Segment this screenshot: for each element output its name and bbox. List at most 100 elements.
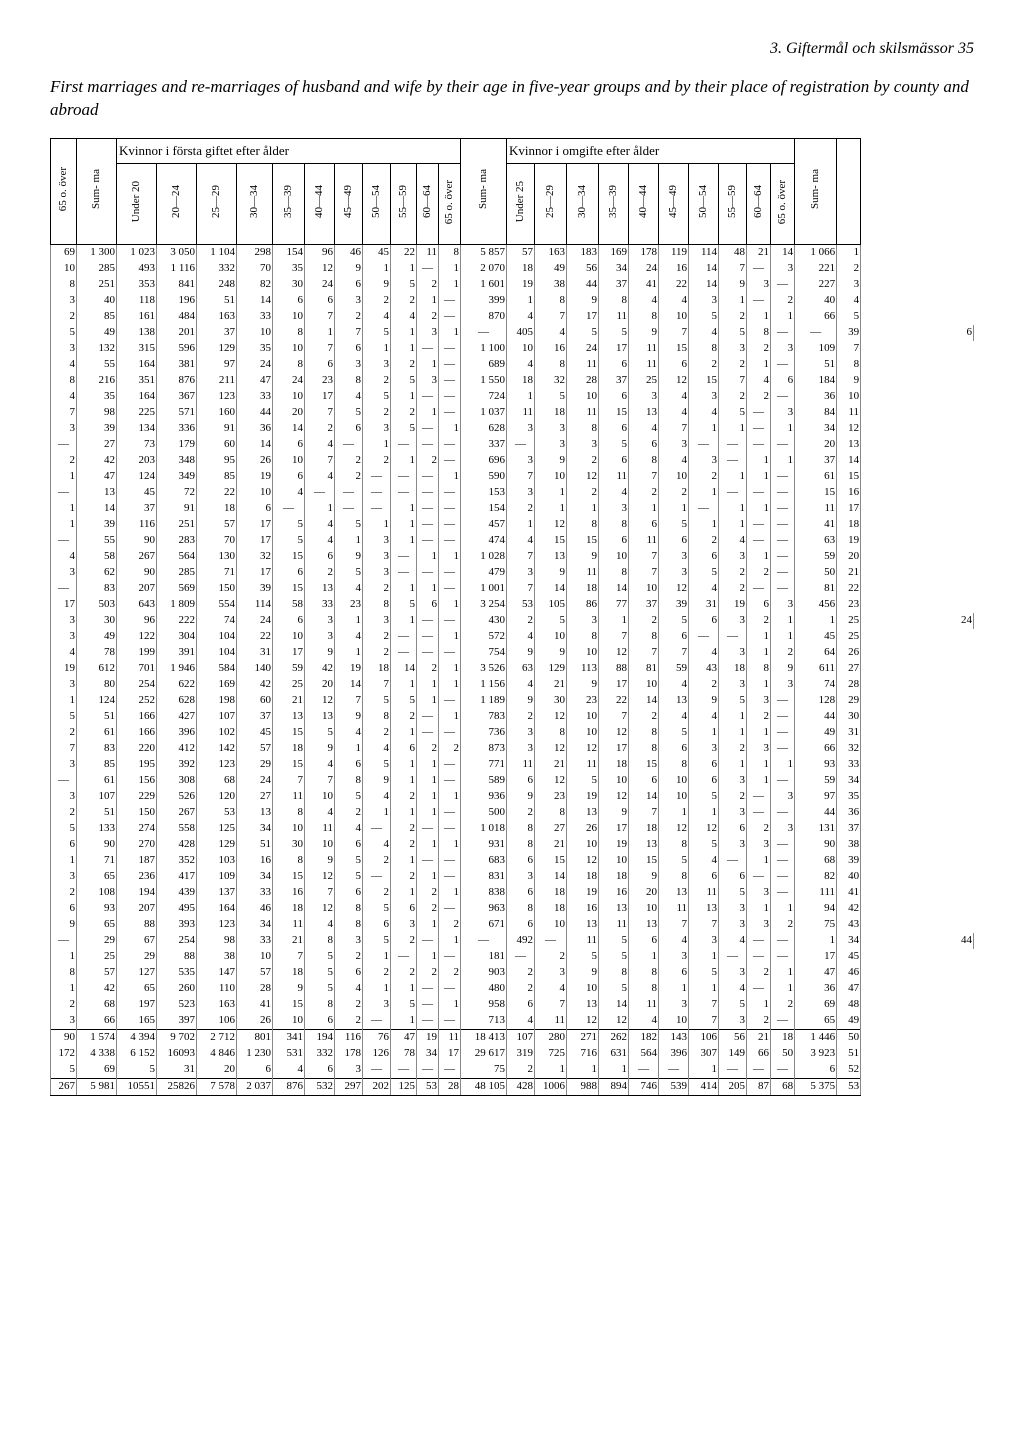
cell: 5 xyxy=(535,613,567,629)
cell: 412 xyxy=(157,741,197,757)
cell: 51 xyxy=(77,805,117,821)
cell: 25 xyxy=(273,677,305,693)
cell: — xyxy=(417,645,439,661)
cell: — xyxy=(439,949,461,965)
cell: 130 xyxy=(197,549,237,565)
cell: 10 xyxy=(273,629,305,645)
cell: 1 xyxy=(771,981,795,997)
cell: — xyxy=(719,629,747,645)
table-row: 139116251571754511——457112886511——4118 xyxy=(51,517,974,533)
cell: 1 xyxy=(363,949,391,965)
cell: — xyxy=(747,293,771,309)
cell: 2 xyxy=(689,677,719,693)
cell: 184 xyxy=(795,373,837,389)
cell: 13 xyxy=(273,709,305,725)
cell: 17 xyxy=(599,741,629,757)
cell: 336 xyxy=(157,421,197,437)
cell: 1 xyxy=(439,629,461,645)
cell: — xyxy=(439,565,461,581)
cell: 12 xyxy=(535,709,567,725)
cell: 39 xyxy=(77,517,117,533)
cell: 6 xyxy=(335,757,363,773)
cell: 6 xyxy=(689,773,719,789)
cell: 11 xyxy=(567,565,599,581)
cell: 12 xyxy=(535,517,567,533)
cell: 2 xyxy=(391,933,417,949)
cell: 1 156 xyxy=(461,677,507,693)
cell: 4 xyxy=(659,293,689,309)
cell: 838 xyxy=(461,885,507,901)
table-row: 3802546221694225201471111 15642191710423… xyxy=(51,677,974,693)
cell: 5 xyxy=(659,853,689,869)
cell: 10 xyxy=(535,469,567,485)
cell: 45 xyxy=(237,725,273,741)
cell: 179 xyxy=(157,437,197,453)
table-row: 24220334895261072212—6963926843—113714 xyxy=(51,453,974,469)
cell: 4 xyxy=(719,533,747,549)
cell: 9 xyxy=(771,661,795,677)
cell: 23 xyxy=(567,693,599,709)
cell: 166 xyxy=(117,725,157,741)
cell: 133 xyxy=(77,821,117,837)
cell: 1 xyxy=(747,997,771,1013)
cell: — xyxy=(747,533,771,549)
cell: 5 xyxy=(51,1062,77,1079)
cell: 32 xyxy=(535,373,567,389)
cell: 27 xyxy=(237,789,273,805)
cell: 479 xyxy=(461,565,507,581)
cell: 81 xyxy=(629,661,659,677)
cell: 9 xyxy=(305,853,335,869)
cell: 1 xyxy=(439,997,461,1013)
cell: 3 xyxy=(51,629,77,645)
cell: 4 846 xyxy=(197,1046,237,1062)
cell: 1 xyxy=(689,421,719,437)
cell: 783 xyxy=(461,709,507,725)
cell: 96 xyxy=(305,245,335,262)
cell: 500 xyxy=(461,805,507,821)
cell: 6 xyxy=(659,533,689,549)
cell: 97 xyxy=(795,789,837,805)
cell: 4 xyxy=(659,405,689,421)
cell: 6 xyxy=(599,421,629,437)
cell: 9 xyxy=(363,773,391,789)
cell: 36 xyxy=(237,421,273,437)
cell: 20 xyxy=(837,549,861,565)
cell: 16 xyxy=(237,853,273,869)
cell: 493 xyxy=(117,261,157,277)
cell: — xyxy=(391,485,417,501)
cell: 16 xyxy=(837,485,861,501)
table-row: 125298838107521—1—181—255131———1745 xyxy=(51,949,974,965)
cell: 17 xyxy=(837,501,861,517)
cell: 6 xyxy=(719,821,747,837)
cell: 2 xyxy=(689,357,719,373)
cell: 396 xyxy=(659,1046,689,1062)
cell: 4 xyxy=(335,981,363,997)
cell: 701 xyxy=(117,661,157,677)
cell: 5 xyxy=(391,277,417,293)
cell: 41 xyxy=(795,517,837,533)
cell: 44 xyxy=(237,405,273,421)
cell: 12 xyxy=(535,741,567,757)
cell: 1 xyxy=(535,485,567,501)
cell: 6 xyxy=(273,469,305,485)
cell: — xyxy=(747,869,771,885)
cell: 11 xyxy=(599,309,629,325)
cell: 15 xyxy=(599,405,629,421)
cell: — xyxy=(771,693,795,709)
cell: 876 xyxy=(157,373,197,389)
cell: 10 xyxy=(567,725,599,741)
cell: 31 xyxy=(837,725,861,741)
cell: 931 xyxy=(461,837,507,853)
cell: 6 xyxy=(305,293,335,309)
cell: 2 xyxy=(391,965,417,981)
cell: 9 xyxy=(335,549,363,565)
cell: 16 xyxy=(535,341,567,357)
col-sum-r: Sum- ma xyxy=(795,138,837,244)
cell: 683 xyxy=(461,853,507,869)
cell: 18 413 xyxy=(461,1030,507,1047)
cell: 17 xyxy=(237,517,273,533)
cell: 68 xyxy=(771,1079,795,1096)
cell: — xyxy=(747,437,771,453)
cell: 6 xyxy=(747,597,771,613)
cell: 12 xyxy=(567,1013,599,1030)
